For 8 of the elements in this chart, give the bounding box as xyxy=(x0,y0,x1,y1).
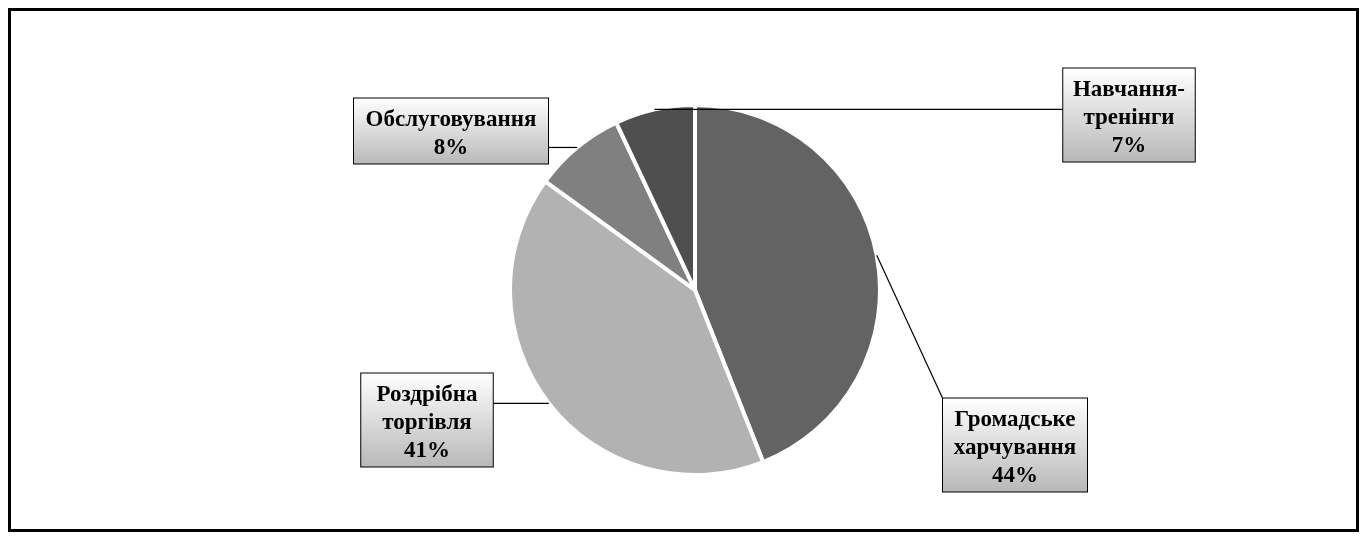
data-label: 7% xyxy=(1111,132,1147,157)
data-label: 8% xyxy=(433,134,469,159)
data-label: 44% xyxy=(992,462,1038,487)
slice-label: Громадське харчування xyxy=(953,406,1077,459)
slice-label: Роздрібна торгівля xyxy=(376,381,478,434)
slice-label: Обслуговування xyxy=(365,106,537,131)
data-label: 41% xyxy=(404,437,450,462)
slice-label: Навчання-тренінги xyxy=(1072,76,1186,129)
